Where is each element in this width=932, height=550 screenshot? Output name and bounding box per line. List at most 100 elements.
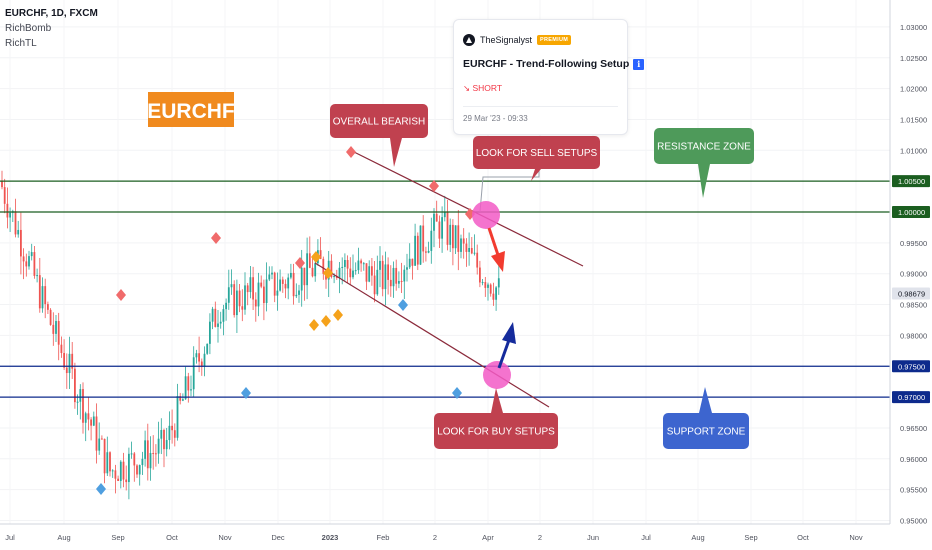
- candle-body: [465, 243, 468, 252]
- candle-body: [214, 308, 217, 327]
- candle-body: [446, 212, 449, 245]
- time-tick-label: Jul: [641, 533, 651, 542]
- sell-signal-diamond: [346, 146, 356, 158]
- candle-body: [249, 277, 252, 293]
- candles: [1, 170, 500, 500]
- time-tick-label: Aug: [691, 533, 704, 542]
- symbol-title[interactable]: EURCHF, 1D, FXCM: [5, 8, 98, 19]
- idea-card[interactable]: TheSignalyst PREMIUM EURCHF - Trend-Foll…: [453, 19, 645, 135]
- candle-body: [82, 389, 84, 423]
- candle-body: [225, 302, 227, 310]
- candle-body: [152, 453, 155, 455]
- candle-body: [55, 321, 57, 334]
- candle-body: [138, 465, 141, 475]
- pattern-diamond: [311, 251, 321, 263]
- candle-body: [392, 267, 395, 287]
- price-axis[interactable]: 0.95000 0.95500 0.96000 0.96500 0.98000 0.985…: [889, 0, 930, 526]
- candle-body: [227, 287, 230, 303]
- candle-body: [233, 284, 236, 316]
- candle-body: [416, 235, 419, 265]
- candle-body: [373, 275, 376, 295]
- candle-body: [419, 225, 422, 265]
- info-icon[interactable]: i: [633, 58, 645, 70]
- callout-box-support-zone[interactable]: [663, 413, 749, 449]
- buy-signal-diamond: [96, 483, 106, 495]
- idea-date: 29 Mar '23 - 09:33: [463, 114, 528, 123]
- candle-body: [441, 217, 443, 239]
- direction-text: SHORT: [472, 83, 503, 93]
- candle-body: [268, 274, 271, 280]
- candle-body: [408, 258, 411, 268]
- candle-body: [179, 396, 182, 401]
- candle-body: [438, 221, 441, 239]
- candle-body: [457, 225, 460, 252]
- candle-body: [3, 187, 6, 204]
- candle-body: [452, 224, 454, 249]
- candle-body: [101, 438, 103, 440]
- resistance-price-tag: [892, 175, 930, 188]
- buy-arrow-line[interactable]: [497, 339, 511, 369]
- candle-body: [14, 211, 17, 235]
- time-tick-label: Jun: [587, 533, 599, 542]
- candle-body: [98, 438, 101, 451]
- legend-header: EURCHF, 1D, FXCM RichBomb RichTL: [5, 6, 98, 51]
- candle-body: [103, 438, 106, 474]
- callout-labels[interactable]: OVERALL BEARISH LOOK FOR SELL SETUPS RESIS…: [330, 104, 754, 449]
- candle-body: [238, 290, 241, 307]
- candle-body: [260, 282, 263, 287]
- time-tick-label: Sep: [744, 533, 757, 542]
- candle-body: [389, 279, 392, 287]
- callout-look-for-buy-setups: LOOK FOR BUY SETUPS: [437, 427, 555, 438]
- candle-body: [130, 453, 133, 455]
- callout-box-resistance-zone[interactable]: [654, 128, 754, 164]
- candle-body: [470, 247, 473, 254]
- candle-body: [25, 261, 28, 267]
- indicator-richtl[interactable]: RichTL: [5, 38, 37, 49]
- card-title[interactable]: EURCHF - Trend-Following Setup i: [463, 58, 645, 70]
- candle-body: [403, 269, 406, 282]
- candle-body: [487, 284, 489, 288]
- time-tick-label: 2: [538, 533, 542, 542]
- indicator-richbomb[interactable]: RichBomb: [5, 23, 52, 34]
- candle-body: [411, 258, 414, 266]
- candle-body: [460, 238, 462, 252]
- candle-body: [479, 267, 481, 283]
- candle-body: [489, 284, 492, 294]
- lower-trendline[interactable]: [314, 262, 550, 408]
- time-tick-label: Apr: [482, 533, 494, 542]
- sell-arrow-line[interactable]: [487, 227, 500, 256]
- candle-body: [308, 253, 311, 268]
- candle-body: [57, 321, 60, 345]
- candle-body: [17, 229, 20, 235]
- callout-box-overall-bearish[interactable]: [330, 104, 428, 138]
- author-avatar-icon: [463, 34, 475, 46]
- pattern-diamond: [323, 267, 333, 279]
- candle-body: [333, 275, 335, 278]
- candle-body: [119, 461, 122, 481]
- candle-body: [435, 213, 438, 222]
- candle-body: [106, 452, 109, 474]
- direction-label: ↘ SHORT: [463, 83, 502, 94]
- time-axis[interactable]: Jul Aug Sep Oct Nov Dec 2023 Feb 2 Apr 2 Jun Jul Aug S…: [0, 523, 890, 542]
- buy-zone-circle[interactable]: [483, 361, 511, 389]
- current-price-label: 0.98679: [898, 290, 925, 299]
- callout-box-look-for-sell-setups[interactable]: [473, 136, 600, 169]
- upper-trendline[interactable]: [349, 149, 584, 267]
- candle-body: [28, 256, 30, 267]
- horizontal-levels[interactable]: [0, 180, 890, 398]
- support-price-label: 0.97000: [898, 393, 925, 402]
- candle-body: [195, 353, 198, 358]
- time-tick-label: Feb: [377, 533, 390, 542]
- author-name[interactable]: TheSignalyst: [480, 35, 533, 45]
- candle-body: [400, 280, 403, 282]
- candle-body: [271, 272, 273, 275]
- sell-zone-circle[interactable]: [472, 201, 500, 229]
- candle-body: [314, 263, 317, 277]
- callout-resistance-zone: RESISTANCE ZONE: [657, 142, 751, 153]
- card-author-row[interactable]: TheSignalyst PREMIUM: [463, 34, 572, 46]
- candle-body: [276, 290, 279, 296]
- callout-box-look-for-buy-setups[interactable]: [434, 413, 558, 449]
- trendlines[interactable]: [314, 149, 584, 408]
- candle-body: [65, 367, 68, 374]
